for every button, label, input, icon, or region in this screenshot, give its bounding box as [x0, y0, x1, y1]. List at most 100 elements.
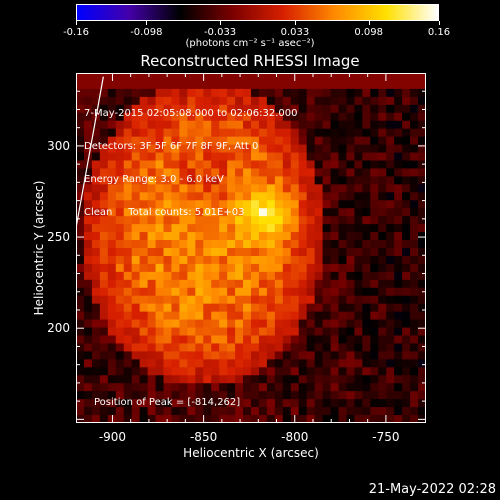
heatmap-cell: [83, 359, 93, 368]
heatmap-cell: [179, 327, 188, 336]
heatmap-cell: [187, 319, 196, 329]
heatmap-cell: [394, 208, 403, 217]
heatmap-cell: [410, 391, 419, 400]
heatmap-cell: [251, 295, 260, 305]
heatmap-cell: [251, 359, 260, 368]
heatmap-cell: [91, 88, 101, 98]
heatmap-cell: [99, 391, 109, 400]
heatmap-cell: [115, 224, 125, 233]
heatmap-cell: [147, 319, 157, 329]
heatmap-cell: [83, 176, 93, 185]
heatmap-cell: [115, 176, 125, 185]
heatmap-cell: [370, 192, 379, 201]
heatmap-cell: [282, 152, 292, 161]
heatmap-cell: [179, 224, 188, 233]
heatmap-cell: [195, 295, 204, 305]
heatmap-cell: [83, 104, 93, 114]
heatmap-cell: [266, 407, 276, 416]
heatmap-cell: [76, 359, 85, 368]
heatmap-cell: [99, 136, 109, 146]
heatmap-cell: [410, 343, 419, 352]
heatmap-cell: [282, 383, 292, 392]
heatmap-cell: [298, 160, 308, 169]
heatmap-cell: [115, 415, 125, 423]
heatmap-cell: [274, 120, 284, 130]
heatmap-cell: [91, 128, 101, 138]
heatmap-cell: [227, 216, 236, 225]
heatmap-cell: [179, 383, 188, 392]
heatmap-cell: [227, 255, 236, 265]
heatmap-cell: [346, 383, 355, 392]
heatmap-cell: [362, 319, 371, 329]
heatmap-cell: [306, 279, 316, 289]
heatmap-cell: [163, 375, 172, 384]
heatmap-cell: [370, 152, 379, 161]
heatmap-cell: [155, 351, 164, 360]
heatmap-cell: [394, 232, 403, 241]
heatmap-cell: [394, 263, 403, 273]
heatmap-cell: [314, 240, 324, 249]
heatmap-cell: [91, 248, 101, 257]
heatmap-cell: [386, 216, 395, 225]
heatmap-cell: [290, 144, 300, 154]
heatmap-cell: [131, 263, 141, 273]
heatmap-cell: [266, 128, 276, 138]
heatmap-cell: [386, 375, 395, 384]
heatmap-cell: [107, 144, 117, 154]
colorbar-tick-mark: [76, 21, 77, 25]
heatmap-cell: [83, 271, 93, 281]
heatmap-cell: [91, 415, 101, 423]
heatmap-cell: [266, 232, 276, 241]
heatmap-cell: [402, 104, 411, 114]
heatmap-cell: [243, 255, 252, 265]
heatmap-cell: [282, 216, 292, 225]
heatmap-cell: [76, 343, 85, 352]
heatmap-cell: [282, 176, 292, 185]
heatmap-cell: [91, 208, 101, 217]
heatmap-cell: [235, 327, 244, 336]
heatmap-cell: [163, 208, 172, 217]
heatmap-cell: [290, 287, 300, 297]
heatmap-cell: [131, 415, 141, 423]
heatmap-cell: [139, 240, 149, 249]
heatmap-cell: [290, 391, 300, 400]
heatmap-cell: [266, 351, 276, 360]
heatmap-cell: [219, 335, 228, 344]
heatmap-cell: [171, 343, 180, 352]
heatmap-cell: [131, 96, 141, 106]
heatmap-cell: [378, 208, 387, 217]
heatmap-cell: [187, 152, 196, 161]
heatmap-cell: [99, 399, 109, 408]
heatmap-cell: [107, 160, 117, 169]
heatmap-cell: [274, 263, 284, 273]
heatmap-cell: [274, 335, 284, 344]
heatmap-cell: [107, 295, 117, 305]
heatmap-cell: [346, 192, 355, 201]
heatmap-cell: [76, 367, 85, 376]
heatmap-cell: [179, 295, 188, 305]
heatmap-cell: [378, 295, 387, 305]
heatmap-cell: [83, 327, 93, 336]
heatmap-cell: [290, 335, 300, 344]
heatmap-cell: [338, 383, 347, 392]
heatmap-cell: [402, 359, 411, 368]
heatmap-cell: [115, 407, 125, 416]
heatmap-cell: [211, 176, 220, 185]
heatmap-cell: [354, 271, 363, 281]
heatmap-cell: [203, 104, 212, 114]
heatmap-cell: [394, 415, 403, 423]
heatmap-cell: [362, 96, 371, 106]
heatmap-cell: [227, 415, 236, 423]
heatmap-cell: [402, 343, 411, 352]
heatmap-cell: [314, 248, 324, 257]
heatmap-cell: [91, 255, 101, 265]
heatmap-cell: [338, 343, 347, 352]
heatmap-cell: [394, 399, 403, 408]
heatmap-cell: [314, 216, 324, 225]
heatmap-cell: [330, 160, 339, 169]
heatmap-cell: [179, 391, 188, 400]
heatmap-cell: [83, 73, 93, 82]
heatmap-cell: [251, 192, 260, 201]
heatmap-cell: [107, 240, 117, 249]
heatmap-cell: [338, 311, 347, 321]
